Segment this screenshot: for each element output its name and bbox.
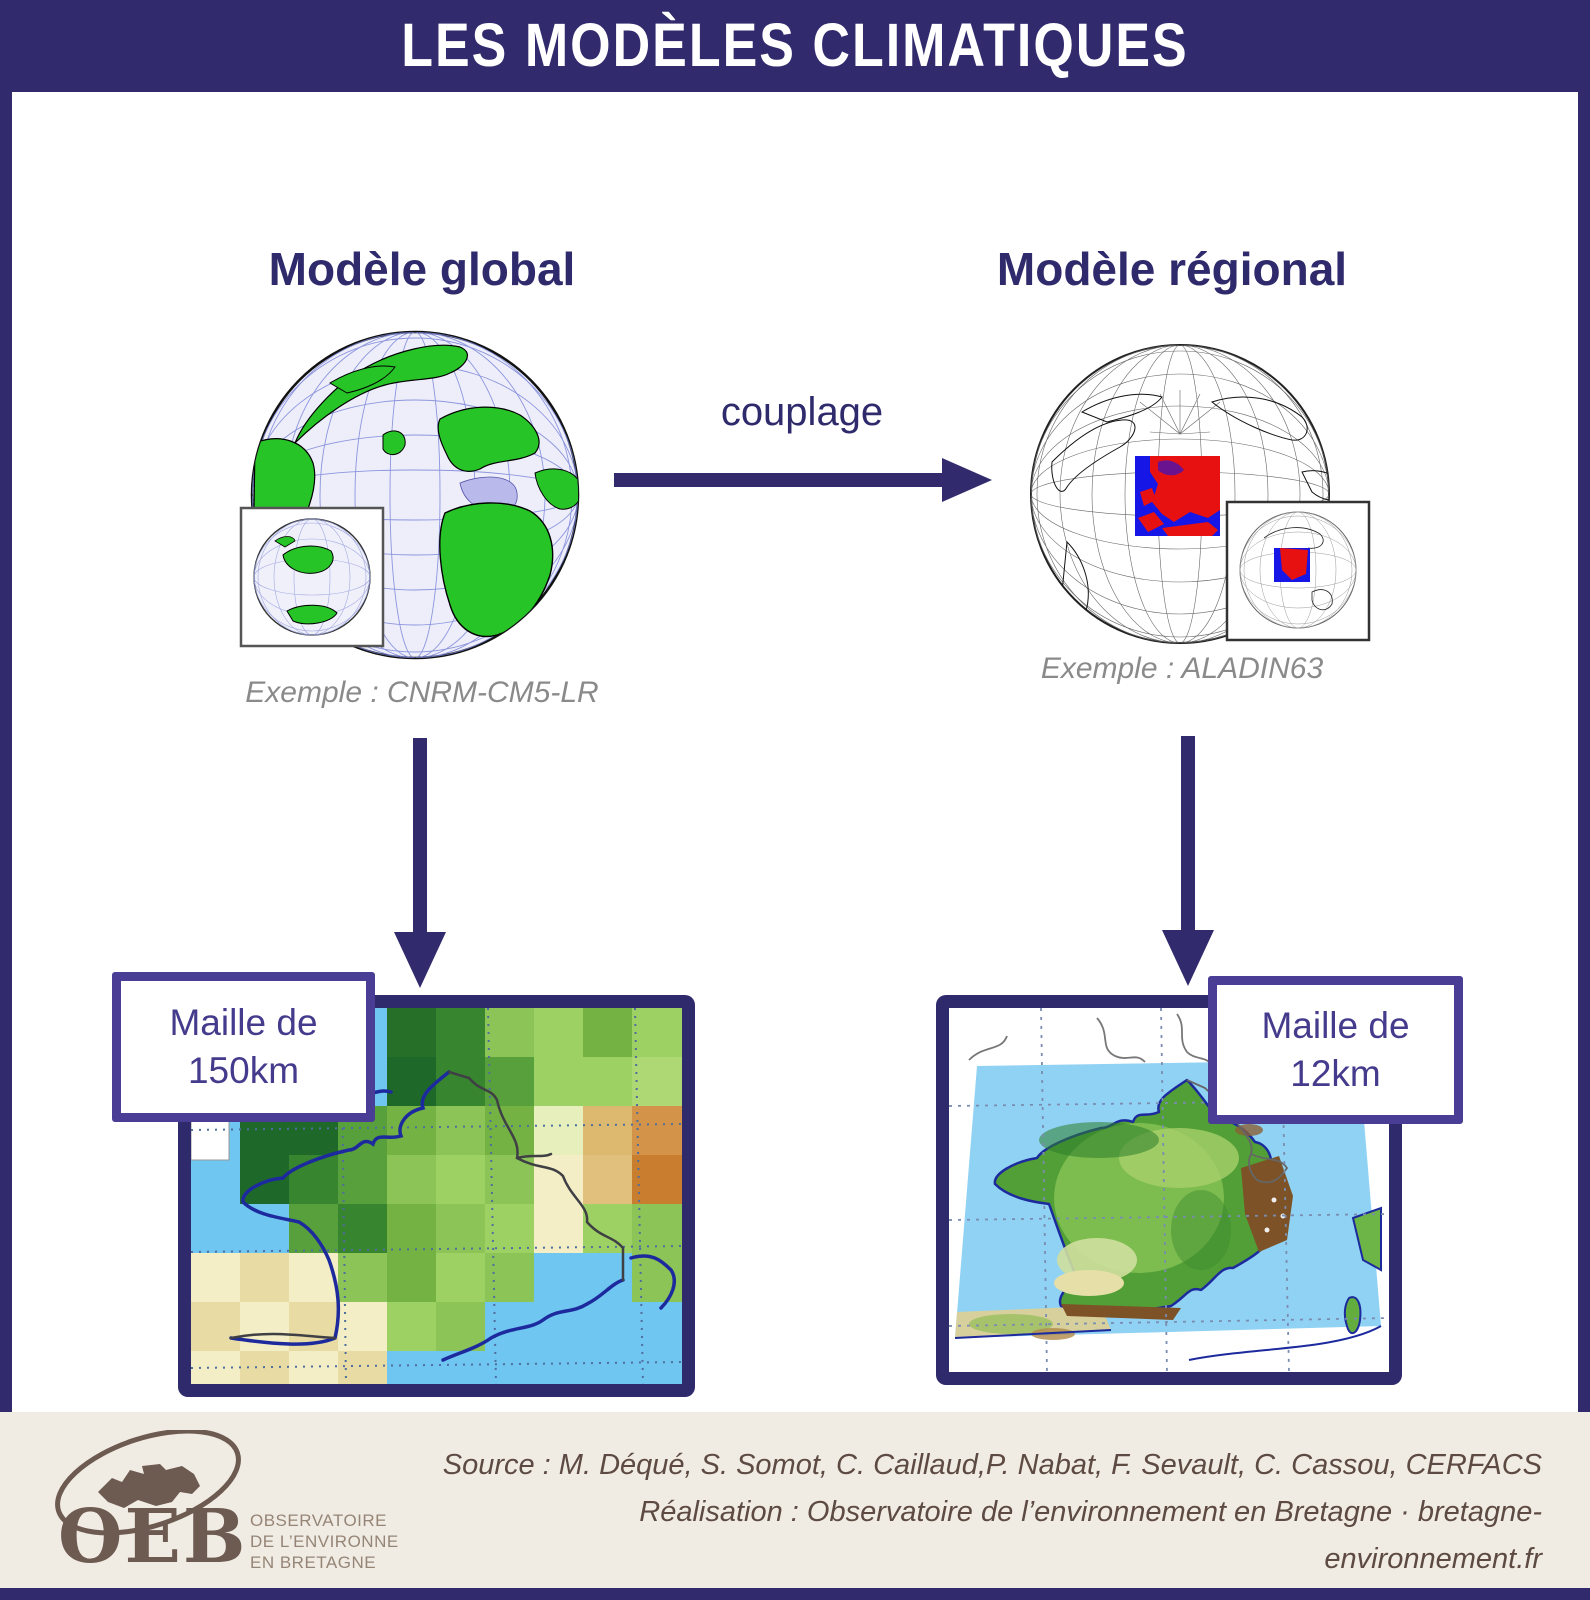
title-bar: LES MODÈLES CLIMATIQUES [0, 0, 1590, 92]
mesh-label-line1: Maille de [1261, 1004, 1410, 1046]
corsica-land [1343, 1296, 1362, 1335]
down-arrow-left [394, 738, 446, 988]
mesh-label-line1: Maille de [169, 1001, 318, 1043]
global-example-caption: Exemple : CNRM-CM5-LR [245, 676, 599, 709]
brittany-silhouette [98, 1464, 200, 1508]
globe-continents [252, 344, 578, 638]
global-model-heading: Modèle global [268, 243, 576, 295]
coarse-grid-map-image [178, 995, 695, 1397]
fine-map-gridlines [949, 1008, 1389, 1372]
down-arrow-right [1162, 736, 1214, 986]
content-panel: Modèle global Modèle régional [12, 92, 1578, 1445]
regional-example-caption: Exemple : ALADIN63 [1040, 652, 1324, 685]
mesh-size-label-global: Maille de 150km [112, 972, 375, 1122]
global-model-inset [239, 506, 385, 648]
regional-model-inset [1225, 500, 1371, 642]
fine-map-coast-details [954, 1325, 1382, 1361]
coupling-arrow [614, 458, 992, 502]
logo-text-line3: EN BRETAGNE [250, 1553, 376, 1572]
page-title: LES MODÈLES CLIMATIQUES [401, 11, 1189, 81]
logo-acronym: OEB [58, 1494, 247, 1580]
bottom-border-strip [0, 1588, 1590, 1600]
coupling-label: couplage [720, 390, 884, 434]
credits: Source : M. Déqué, S. Somot, C. Caillaud… [422, 1442, 1542, 1583]
mesh-label-line2: 12km [1290, 1053, 1381, 1094]
logo-text-line2: DE L’ENVIRONNEMENT [250, 1532, 400, 1551]
logo-text-line1: OBSERVATOIRE [250, 1511, 387, 1530]
coarse-map-gridlines [191, 1008, 682, 1384]
fine-topo-map-image [936, 995, 1402, 1385]
coarse-map-cells [191, 1008, 682, 1384]
uk-coastline [968, 1013, 1212, 1065]
source-line: Source : M. Déqué, S. Somot, C. Caillaud… [442, 1449, 1542, 1481]
logo-swoosh [55, 1430, 241, 1536]
realisation-line: Réalisation : Observatoire de l’environn… [639, 1495, 1542, 1575]
italy-land [1351, 1206, 1382, 1272]
france-terrain [993, 1078, 1293, 1320]
coarse-map-borders [229, 1070, 625, 1340]
footer: OEB OBSERVATOIRE DE L’ENVIRONNEMENT EN B… [0, 1412, 1590, 1588]
mesh-size-label-regional: Maille de 12km [1208, 976, 1463, 1124]
mesh-label-line2: 150km [187, 1050, 300, 1091]
oeb-logo: OEB OBSERVATOIRE DE L’ENVIRONNEMENT EN B… [55, 1430, 400, 1580]
regional-model-globe-image [1030, 344, 1371, 644]
regional-model-heading: Modèle régional [996, 243, 1348, 295]
regional-domain-rect [1135, 456, 1220, 536]
global-model-globe-image [239, 330, 580, 660]
fine-map-svg [949, 1008, 1389, 1372]
